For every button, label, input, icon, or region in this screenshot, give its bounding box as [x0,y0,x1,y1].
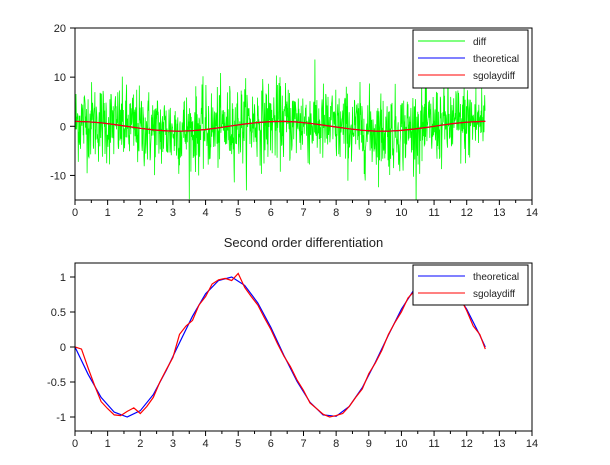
series-sgolaydiff [75,120,486,132]
y-tick-label: 0 [60,342,66,354]
x-tick-label: 12 [461,438,473,450]
x-tick-label: 9 [366,207,372,219]
legend-label: sgolaydiff [473,71,515,82]
legend-box [412,29,529,89]
x-tick-label: 9 [366,438,372,450]
legend-label: sgolaydiff [473,289,515,300]
x-tick-label: 13 [493,438,505,450]
y-tick-label: -0.5 [47,377,66,389]
legend-label: theoretical [473,54,519,65]
x-tick-label: 1 [105,438,111,450]
legend: theoretical sgolaydiff [412,264,529,306]
x-tick-label: 6 [268,438,274,450]
y-tick-label: 0.5 [51,307,66,319]
y-tick-label: 0 [60,121,66,133]
x-tick-label: 13 [493,207,505,219]
x-tick-label: 10 [395,207,407,219]
x-tick-label: 2 [137,438,143,450]
y-tick-label: 20 [54,23,66,35]
legend-box [412,264,529,306]
y-tick-label: 1 [60,272,66,284]
x-tick-label: 4 [203,438,209,450]
legend-label: theoretical [473,272,519,283]
x-tick-label: 1 [105,207,111,219]
x-tick-label: 11 [428,438,439,450]
legend: diff theoretical sgolaydiff [412,29,529,89]
series-diff [75,59,486,200]
x-tick-label: 12 [461,207,473,219]
x-tick-label: 14 [526,438,538,450]
x-tick-label: 8 [333,438,339,450]
plot-1: 0 1 2 3 4 5 6 7 8 9 10 11 12 13 14-1001020difftheoreti… [50,23,538,219]
x-tick-label: 8 [333,207,339,219]
x-tick-label: 6 [268,207,274,219]
x-tick-label: 7 [300,438,306,450]
x-tick-label: 14 [526,207,538,219]
x-tick-label: 3 [170,438,176,450]
y-tick-label: -10 [50,170,66,182]
x-tick-label: 0 [72,438,78,450]
x-tick-label: 3 [170,207,176,219]
legend-label: diff [473,37,486,48]
x-tick-label: 7 [300,207,306,219]
x-tick-label: 0 [72,207,78,219]
x-tick-label: 4 [203,207,209,219]
chart-title: Second order differentiation [224,235,383,250]
x-tick-label: 10 [395,438,407,450]
y-tick-label: -1 [56,412,66,424]
x-tick-label: 5 [235,207,241,219]
x-tick-label: 5 [235,438,241,450]
plot-area [75,59,486,200]
x-tick-label: 2 [137,207,143,219]
y-tick-label: 10 [54,72,66,84]
x-tick-label: 11 [428,207,439,219]
